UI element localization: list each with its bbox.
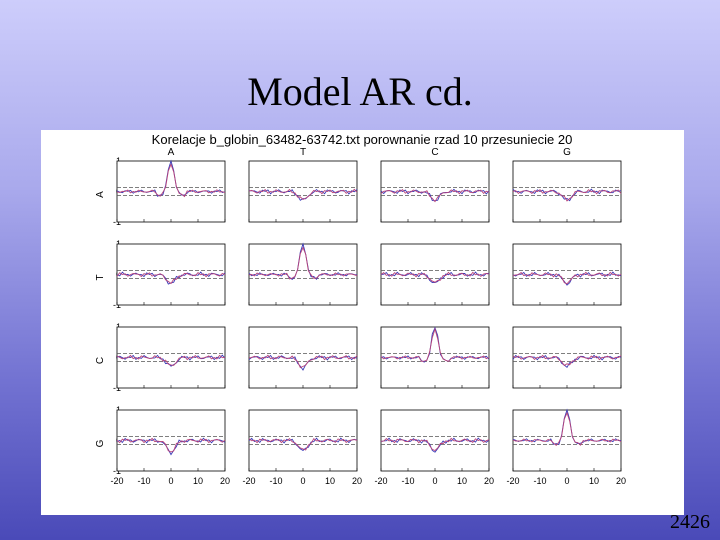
x-tick-label: 10 bbox=[325, 476, 335, 486]
series-b-line bbox=[512, 354, 622, 367]
x-tick-label: 20 bbox=[220, 476, 230, 486]
x-tick-label: 10 bbox=[457, 476, 467, 486]
page-number: 2426 bbox=[670, 511, 710, 533]
x-tick-label: 10 bbox=[589, 476, 599, 486]
series-a-line bbox=[248, 437, 358, 451]
series-b-line bbox=[248, 188, 358, 201]
series-b-line bbox=[116, 163, 226, 198]
x-tick-label: -10 bbox=[269, 476, 282, 486]
x-tick-label: 20 bbox=[616, 476, 626, 486]
column-label-C: C bbox=[431, 147, 438, 158]
series-b-line bbox=[380, 271, 490, 283]
row-label-T: T bbox=[95, 274, 106, 280]
x-tick-label: -20 bbox=[110, 476, 123, 486]
row-label-G: G bbox=[95, 439, 106, 447]
column-label-G: G bbox=[563, 147, 571, 158]
x-tick-label: -20 bbox=[506, 476, 519, 486]
correlation-grid-chart: Korelacje b_globin_63482-63742.txt porow… bbox=[95, 132, 626, 486]
series-b-line bbox=[248, 437, 358, 451]
slide-title: Model AR cd. bbox=[247, 69, 473, 114]
series-b-line bbox=[116, 271, 226, 285]
x-tick-label: -20 bbox=[242, 476, 255, 486]
series-b-line bbox=[380, 327, 490, 362]
chart-title: Korelacje b_globin_63482-63742.txt porow… bbox=[152, 132, 573, 147]
x-tick-label: 0 bbox=[168, 476, 173, 486]
series-a-line bbox=[512, 188, 622, 202]
row-label-A: A bbox=[95, 191, 106, 198]
x-tick-label: 20 bbox=[352, 476, 362, 486]
x-tick-label: -20 bbox=[374, 476, 387, 486]
x-tick-label: 0 bbox=[564, 476, 569, 486]
x-tick-label: -10 bbox=[137, 476, 150, 486]
series-b-line bbox=[380, 188, 490, 203]
row-label-C: C bbox=[95, 357, 106, 364]
correlation-figure: Korelacje b_globin_63482-63742.txt porow… bbox=[41, 130, 684, 515]
column-label-A: A bbox=[168, 147, 175, 158]
series-b-line bbox=[512, 411, 622, 447]
series-b-line bbox=[116, 354, 226, 366]
series-b-line bbox=[512, 271, 622, 285]
x-tick-label: 10 bbox=[193, 476, 203, 486]
x-tick-label: 20 bbox=[484, 476, 494, 486]
series-b-line bbox=[248, 246, 358, 280]
x-tick-label: -10 bbox=[401, 476, 414, 486]
series-b-line bbox=[512, 189, 622, 202]
series-b-line bbox=[249, 354, 358, 369]
series-b-line bbox=[380, 437, 490, 452]
column-label-T: T bbox=[300, 147, 306, 158]
x-tick-label: 0 bbox=[300, 476, 305, 486]
series-a-line bbox=[248, 188, 358, 201]
panel-frame bbox=[380, 160, 490, 223]
series-a-line bbox=[512, 271, 622, 286]
panel-frame bbox=[116, 326, 226, 389]
x-tick-label: 0 bbox=[432, 476, 437, 486]
x-tick-label: -10 bbox=[533, 476, 546, 486]
series-b-line bbox=[116, 437, 226, 453]
